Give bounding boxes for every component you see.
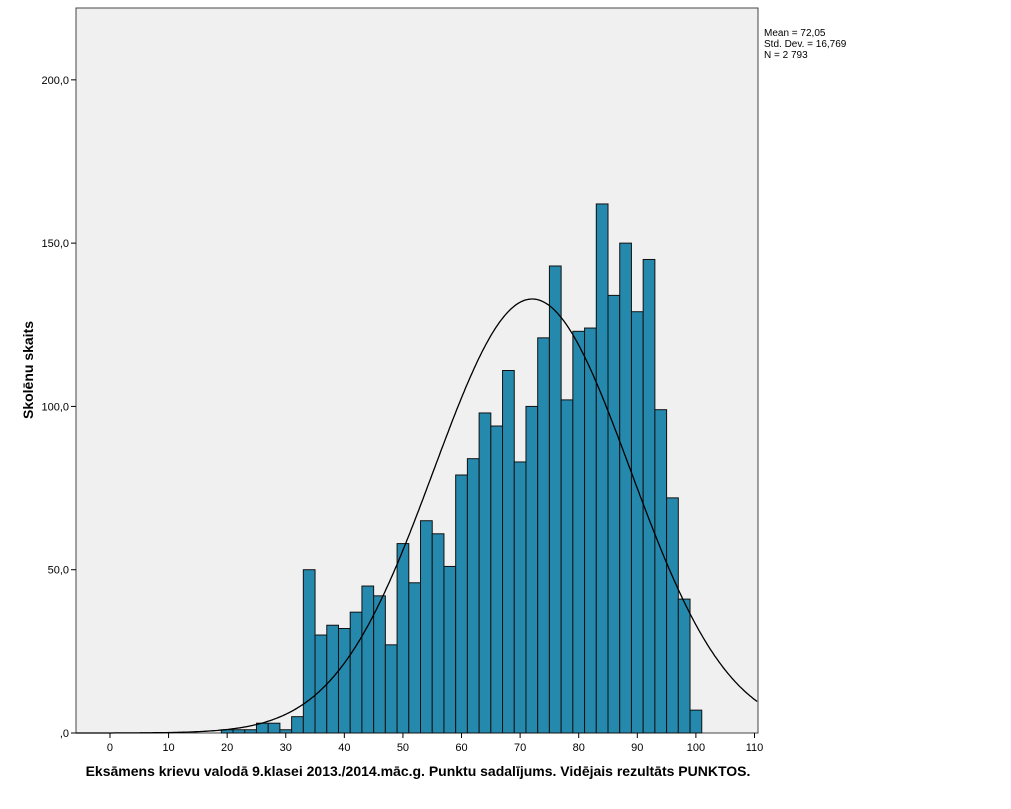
x-tick-label: 70 [514, 742, 526, 754]
x-tick-label: 50 [397, 742, 409, 754]
x-tick-label: 110 [746, 742, 764, 754]
y-tick-label: 50,0 [48, 565, 69, 577]
y-tick-label: 150,0 [41, 238, 69, 250]
histogram-bar [420, 520, 433, 734]
x-tick-label: 40 [338, 742, 350, 754]
histogram-bar [396, 543, 410, 734]
histogram-bar [502, 370, 515, 734]
stat-n: N = 2 793 [764, 50, 808, 61]
histogram-bar [232, 729, 246, 734]
y-axis-label: Skolēnu skaits [20, 320, 36, 420]
histogram-bar [619, 242, 632, 734]
x-tick-label: 10 [162, 742, 174, 754]
histogram-bar [560, 399, 574, 734]
x-tick-label: 20 [221, 742, 233, 754]
histogram-bar [666, 497, 679, 734]
stat-sd: Std. Dev. = 16,769 [764, 39, 847, 50]
histogram-bar [677, 598, 691, 734]
x-tick-label: 0 [107, 742, 113, 754]
histogram-bar [244, 729, 257, 734]
histogram-bar [689, 709, 703, 734]
histogram-bar [373, 595, 386, 734]
y-tick-label: 200,0 [41, 75, 69, 87]
histogram-bar [431, 533, 445, 734]
histogram-bar [572, 330, 586, 734]
histogram-bar [279, 729, 293, 734]
x-tick-label: 80 [573, 742, 585, 754]
stats-legend: Mean = 72,05 Std. Dev. = 16,769 N = 2 79… [764, 28, 846, 61]
y-tick-label: 100,0 [41, 401, 69, 413]
x-tick-label: 60 [455, 742, 467, 754]
histogram-bar [642, 258, 656, 734]
histogram-bar [337, 627, 351, 734]
histogram-bar [314, 634, 328, 734]
histogram-bar [654, 409, 668, 734]
y-tick-label: ,0 [60, 728, 69, 740]
histogram-bar [326, 624, 339, 734]
histogram-bar [490, 425, 504, 734]
normal-curve [76, 298, 758, 734]
x-tick-label: 100 [687, 742, 705, 754]
x-axis-label: Eksāmens krievu valodā 9.klasei 2013./20… [85, 763, 751, 779]
histogram-bar [384, 644, 398, 734]
x-tick-label: 90 [631, 742, 643, 754]
histogram-bar [630, 311, 644, 734]
histogram-bar [466, 458, 480, 734]
histogram-bar [443, 565, 457, 734]
histogram-bar [302, 569, 316, 734]
x-tick-label: 30 [280, 742, 292, 754]
histogram-bar [361, 585, 375, 734]
histogram-bar [349, 611, 363, 734]
histogram-bar [455, 474, 468, 734]
histogram-bar [267, 722, 281, 734]
histogram-bar [595, 203, 609, 734]
histogram-bar [525, 405, 539, 734]
histogram-bar [584, 327, 597, 734]
histogram-bar [408, 582, 422, 734]
histogram-bar [478, 412, 492, 734]
stat-mean: Mean = 72,05 [764, 28, 826, 39]
histogram-bar [537, 337, 550, 734]
histogram-bar [513, 461, 527, 734]
histogram-bar [291, 716, 304, 734]
histogram-bar [607, 294, 621, 734]
histogram-bar [548, 265, 562, 734]
